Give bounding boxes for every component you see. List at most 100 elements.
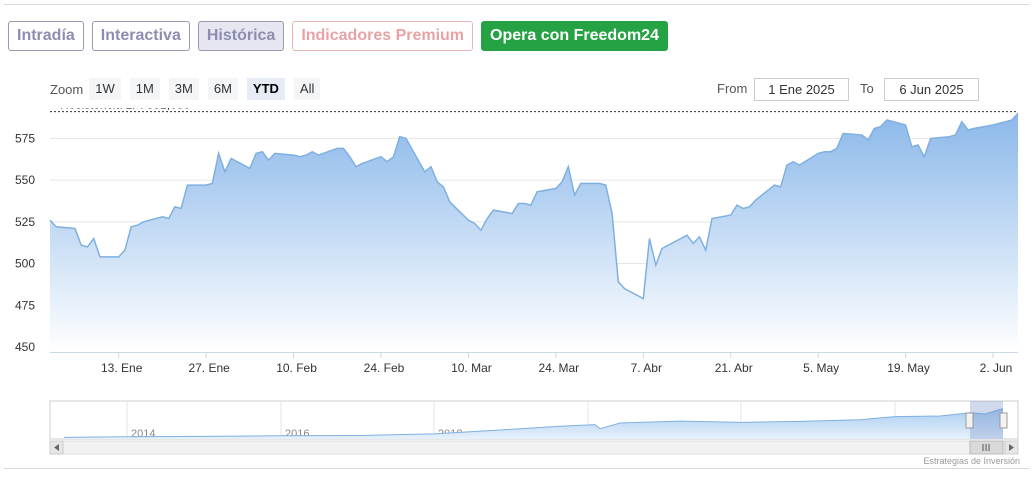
navigator-handle-left[interactable] — [965, 412, 974, 429]
data-point[interactable] — [953, 132, 959, 138]
data-point[interactable] — [653, 262, 659, 268]
data-point[interactable] — [384, 159, 390, 165]
data-point[interactable] — [578, 180, 584, 186]
data-point[interactable] — [865, 137, 871, 143]
data-point[interactable] — [353, 164, 359, 170]
data-point[interactable] — [178, 206, 184, 212]
data-point[interactable] — [728, 212, 734, 218]
data-point[interactable] — [122, 247, 128, 253]
data-point[interactable] — [316, 152, 322, 158]
data-point[interactable] — [159, 214, 165, 220]
data-point[interactable] — [640, 296, 646, 302]
data-point[interactable] — [172, 204, 178, 210]
data-point[interactable] — [228, 155, 234, 161]
data-point[interactable] — [359, 160, 365, 166]
zoom-button-ytd[interactable]: YTD — [246, 78, 285, 100]
data-point[interactable] — [603, 182, 609, 188]
price-chart[interactable]: Resistencia LP: 591,050 450 475 500 525 550 5… — [0, 108, 1036, 388]
data-point[interactable] — [828, 149, 834, 155]
data-point[interactable] — [259, 149, 265, 155]
data-point[interactable] — [141, 219, 147, 225]
data-point[interactable] — [615, 279, 621, 285]
data-point[interactable] — [434, 179, 440, 185]
data-point[interactable] — [403, 135, 409, 141]
data-point[interactable] — [391, 154, 397, 160]
data-point[interactable] — [303, 152, 309, 158]
data-point[interactable] — [309, 149, 315, 155]
zoom-button-1m[interactable]: 1M — [129, 78, 160, 100]
navigator[interactable]: 201420162018202020222024 — [0, 395, 1036, 457]
scrollbar-track[interactable] — [49, 440, 1019, 455]
data-point[interactable] — [921, 154, 927, 160]
data-point[interactable] — [378, 154, 384, 160]
opera-freedom24-button[interactable]: Opera con Freedom24 — [481, 21, 668, 51]
data-point[interactable] — [553, 185, 559, 191]
data-point[interactable] — [697, 234, 703, 240]
data-point[interactable] — [747, 204, 753, 210]
data-point[interactable] — [597, 180, 603, 186]
data-point[interactable] — [447, 199, 453, 205]
data-point[interactable] — [85, 244, 91, 250]
data-point[interactable] — [903, 122, 909, 128]
data-point[interactable] — [47, 217, 53, 223]
data-point[interactable] — [334, 145, 340, 151]
data-point[interactable] — [478, 227, 484, 233]
data-point[interactable] — [116, 254, 122, 260]
data-point[interactable] — [128, 224, 134, 230]
data-point[interactable] — [740, 206, 746, 212]
data-point[interactable] — [684, 232, 690, 238]
data-point[interactable] — [709, 216, 715, 222]
data-point[interactable] — [509, 211, 515, 217]
data-point[interactable] — [572, 192, 578, 198]
data-point[interactable] — [490, 207, 496, 213]
data-point[interactable] — [534, 189, 540, 195]
data-point[interactable] — [859, 132, 865, 138]
data-point[interactable] — [815, 150, 821, 156]
data-point[interactable] — [53, 224, 59, 230]
data-point[interactable] — [796, 162, 802, 168]
data-point[interactable] — [78, 242, 84, 248]
data-point[interactable] — [565, 164, 571, 170]
data-point[interactable] — [522, 201, 528, 207]
data-point[interactable] — [784, 162, 790, 168]
data-point[interactable] — [659, 246, 665, 252]
data-point[interactable] — [209, 180, 215, 186]
from-date-input[interactable]: 1 Ene 2025 — [754, 78, 849, 101]
data-point[interactable] — [884, 117, 890, 123]
data-point[interactable] — [184, 182, 190, 188]
data-point[interactable] — [347, 154, 353, 160]
data-point[interactable] — [203, 182, 209, 188]
data-point[interactable] — [134, 222, 140, 228]
data-point[interactable] — [465, 217, 471, 223]
data-point[interactable] — [996, 120, 1002, 126]
data-point[interactable] — [821, 149, 827, 155]
data-point[interactable] — [440, 184, 446, 190]
data-point[interactable] — [734, 202, 740, 208]
data-point[interactable] — [990, 122, 996, 128]
data-point[interactable] — [222, 169, 228, 175]
to-date-input[interactable]: 6 Jun 2025 — [884, 78, 979, 101]
data-point[interactable] — [97, 254, 103, 260]
data-point[interactable] — [703, 247, 709, 253]
data-point[interactable] — [753, 197, 759, 203]
data-point[interactable] — [840, 130, 846, 136]
data-point[interactable] — [609, 211, 615, 217]
data-point[interactable] — [297, 154, 303, 160]
data-point[interactable] — [790, 159, 796, 165]
data-point[interactable] — [472, 221, 478, 227]
data-point[interactable] — [253, 150, 259, 156]
zoom-button-1w[interactable]: 1W — [89, 78, 121, 100]
zoom-button-3m[interactable]: 3M — [168, 78, 199, 100]
data-point[interactable] — [690, 241, 696, 247]
data-point[interactable] — [1009, 117, 1015, 123]
data-point[interactable] — [266, 157, 272, 163]
data-point[interactable] — [946, 134, 952, 140]
credits[interactable]: Estrategias de Inversión — [923, 456, 1020, 466]
data-point[interactable] — [878, 124, 884, 130]
tab-interactiva[interactable]: Interactiva — [91, 21, 190, 51]
data-point[interactable] — [559, 179, 565, 185]
data-point[interactable] — [216, 150, 222, 156]
data-point[interactable] — [528, 202, 534, 208]
tab-historica[interactable]: Histórica — [197, 21, 285, 51]
data-point[interactable] — [665, 242, 671, 248]
